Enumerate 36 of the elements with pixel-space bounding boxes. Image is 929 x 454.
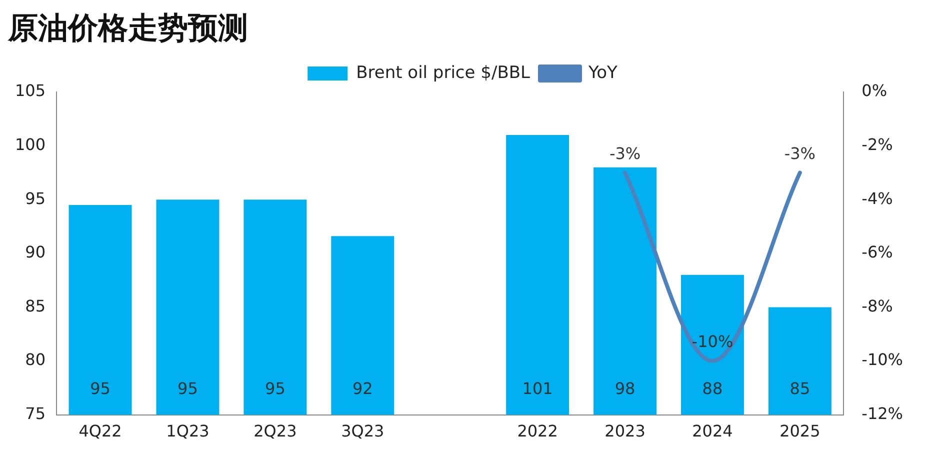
y-tick-label: 105 <box>14 81 46 100</box>
data-label: -3% <box>784 144 816 163</box>
y2-tick-label: -6% <box>862 242 893 262</box>
x-tick-label: 1Q23 <box>166 422 210 441</box>
y2-tick-label: -10% <box>862 350 904 370</box>
y-tick-label: 90 <box>25 242 46 262</box>
y-tick-label: 95 <box>25 188 46 208</box>
x-tick-label: 2022 <box>517 422 558 441</box>
x-tick-label: 2023 <box>604 422 646 441</box>
data-label: 88 <box>702 378 723 398</box>
y2-tick-label: -4% <box>862 188 893 208</box>
y2-tick-label: 0% <box>862 81 888 100</box>
x-tick-label: 3Q23 <box>341 422 384 441</box>
y2-tick-label: -12% <box>862 404 904 423</box>
data-label: 95 <box>90 378 110 398</box>
y2-tick-label: -8% <box>862 296 893 316</box>
y-tick-label: 100 <box>14 134 46 154</box>
data-label: 92 <box>352 378 373 398</box>
data-label: 101 <box>522 378 553 398</box>
x-tick-label: 2025 <box>780 422 820 441</box>
data-label: 95 <box>178 378 198 398</box>
data-label: 85 <box>790 378 810 398</box>
y2-tick-label: -2% <box>862 134 893 154</box>
x-tick-label: 2024 <box>692 422 733 441</box>
chart-title: 原油价格走势预测 <box>8 10 249 48</box>
y-tick-label: 85 <box>25 296 46 316</box>
data-label: -10% <box>692 332 734 352</box>
legend-label: YoY <box>587 62 618 83</box>
y-tick-label: 80 <box>25 350 46 370</box>
y-tick-label: 75 <box>25 404 46 423</box>
data-label: 98 <box>614 378 636 398</box>
data-label: -3% <box>609 144 641 163</box>
x-tick-label: 2Q23 <box>254 422 297 441</box>
legend-label: Brent oil price $/BBL <box>356 62 531 83</box>
data-label: 95 <box>265 378 286 398</box>
x-tick-label: 4Q22 <box>78 422 122 441</box>
